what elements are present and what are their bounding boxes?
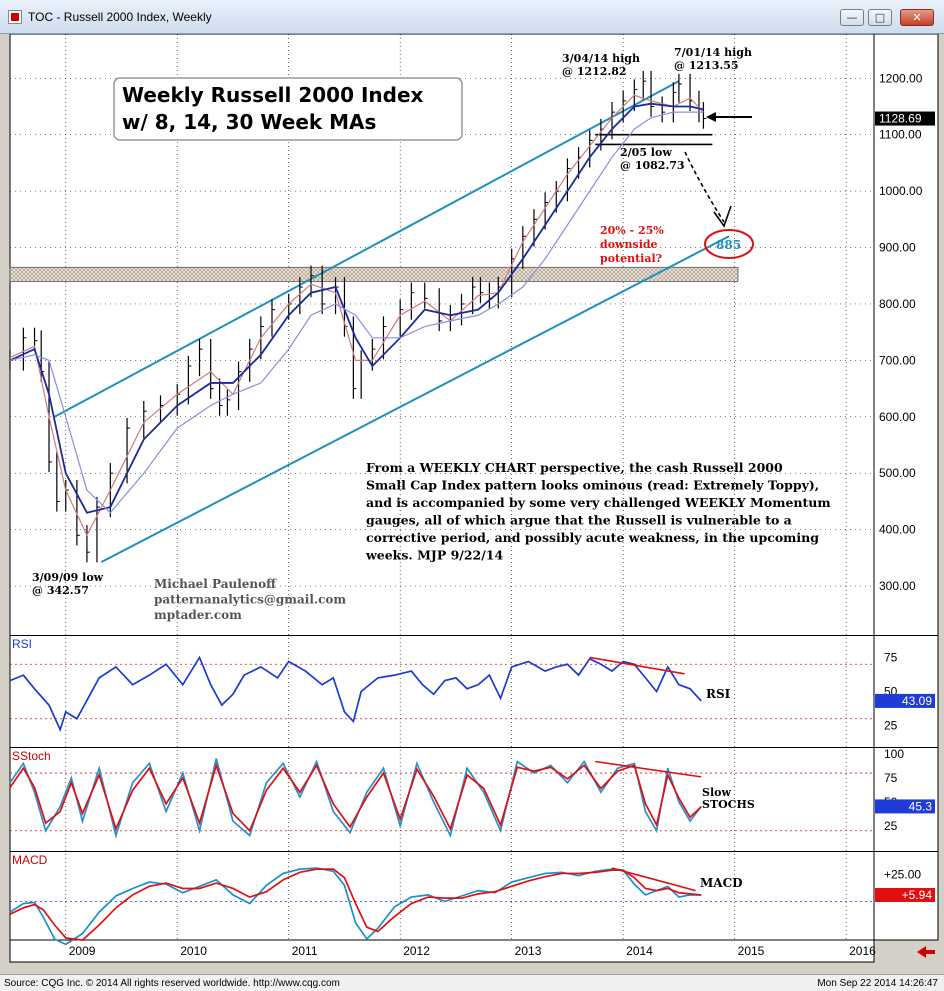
- commentary-line: corrective period, and possibly acute we…: [366, 530, 819, 545]
- scroll-arrow-stem: [926, 950, 935, 954]
- indicator-last-value: 43.09: [902, 694, 932, 708]
- indicator-last-value: +5.94: [902, 888, 933, 902]
- time-axis: [9, 939, 875, 963]
- timestamp: Mon Sep 22 2014 14:26:47: [817, 978, 938, 989]
- indicator-label: SStoch: [12, 749, 51, 763]
- indicator-series-line: [9, 762, 702, 833]
- stoch-side-label-1: Slow: [702, 786, 731, 799]
- divergence-line: [611, 867, 696, 892]
- status-bar: Source: CQG Inc. © 2014 All rights reser…: [0, 974, 944, 991]
- indicator-last-value: 45.3: [909, 799, 933, 813]
- indicator-y-tick: 25: [884, 819, 898, 833]
- annotation-downside-2: downside: [600, 238, 658, 251]
- x-tick-label: 2016: [849, 944, 876, 958]
- price-y-tick: 1200.00: [879, 71, 923, 85]
- price-last-badge: [875, 111, 935, 126]
- indicator-last-badge: [875, 799, 935, 814]
- price-last-value: 1128.69: [879, 112, 922, 126]
- target-value: 885: [716, 238, 741, 252]
- indicator-series-line: [9, 655, 702, 733]
- plot-area: [9, 34, 875, 941]
- indicator-y-tick: 25: [884, 719, 898, 733]
- title-box: [113, 77, 463, 141]
- rsi-side-label: RSI: [706, 687, 731, 701]
- annotation-downside-1: 20% - 25%: [600, 224, 664, 237]
- indicator-y-tick: 75: [884, 650, 898, 664]
- commentary-line: From a WEEKLY CHART perspective, the cas…: [366, 460, 783, 475]
- commentary-line: Small Cap Index pattern looks ominous (r…: [366, 478, 819, 493]
- indicator-last-badge: [875, 693, 935, 708]
- x-tick-label: 2015: [738, 944, 765, 958]
- price-y-tick: 300.00: [879, 579, 916, 593]
- resistance-band: [9, 266, 739, 282]
- indicator-last-badge: [875, 887, 935, 902]
- x-tick-label: 2011: [292, 944, 318, 958]
- divergence-line: [589, 656, 685, 675]
- indicator-y-tick: 100: [884, 747, 904, 761]
- annotation-high-1: 3/04/14 high: [562, 52, 640, 65]
- close-button[interactable]: ✕: [900, 9, 934, 26]
- price-y-tick: 500.00: [879, 466, 916, 480]
- moving-average-line: [9, 94, 704, 537]
- target-circle: [704, 229, 754, 259]
- indicator-y-tick: +25.00: [884, 868, 921, 882]
- stoch-side-label-2: STOCHS: [702, 798, 755, 811]
- price-y-tick: 1100.00: [879, 128, 922, 142]
- price-axis-area: [873, 34, 939, 941]
- chart-subtitle: w/ 8, 14, 30 Week MAs: [122, 110, 376, 134]
- commentary-line: weeks. MJP 9/22/14: [365, 548, 503, 563]
- window-title: TOC - Russell 2000 Index, Weekly: [28, 10, 212, 24]
- author-credit: patternanalytics@gmail.com: [154, 593, 346, 607]
- annotation-low-2009: 3/09/09 low: [32, 571, 104, 584]
- annotation-low-2009-value: @ 342.57: [32, 584, 89, 597]
- price-y-tick: 400.00: [879, 523, 916, 537]
- author-credit: mptader.com: [154, 608, 242, 622]
- annotation-high-1-value: @ 1212.82: [562, 65, 627, 78]
- projection-dashed-arrow: [684, 151, 725, 223]
- channel-upper-line: [54, 80, 680, 418]
- macd-side-label: MACD: [700, 876, 743, 890]
- commentary-line: and is accompanied by some very challeng…: [366, 495, 831, 510]
- maximize-button[interactable]: □: [868, 9, 892, 26]
- indicator-label: RSI: [12, 637, 32, 651]
- annotation-downside-3: potential?: [600, 252, 662, 265]
- divergence-line: [595, 760, 702, 778]
- x-tick-label: 2014: [626, 944, 653, 958]
- indicator-series-line: [9, 868, 702, 941]
- price-y-tick: 900.00: [879, 241, 916, 255]
- annotation-low-2014-value: @ 1082.73: [620, 159, 685, 172]
- author-credit: Michael Paulenoff: [154, 577, 277, 591]
- indicator-label: MACD: [12, 853, 48, 867]
- moving-average-line: [9, 102, 704, 514]
- source-credit: Source: CQG Inc. © 2014 All rights reser…: [4, 978, 340, 989]
- x-tick-label: 2012: [403, 944, 430, 958]
- app-icon: [8, 10, 22, 24]
- x-tick-label: 2013: [515, 944, 542, 958]
- pointer-arrow-icon: [706, 112, 716, 122]
- channel-lower-line: [100, 235, 730, 563]
- price-y-tick: 700.00: [879, 353, 916, 367]
- x-tick-label: 2009: [69, 944, 96, 958]
- commentary-line: gauges, all of which argue that the Russ…: [366, 513, 792, 528]
- indicator-y-tick: 75: [884, 771, 898, 785]
- moving-average-line: [9, 111, 704, 514]
- annotation-high-2: 7/01/14 high: [674, 46, 752, 59]
- price-y-tick: 600.00: [879, 410, 916, 424]
- price-y-tick: 1000.00: [879, 184, 923, 198]
- annotation-low-2014: 2/05 low: [620, 146, 672, 159]
- x-tick-label: 2010: [180, 944, 207, 958]
- annotation-high-2-value: @ 1213.55: [674, 59, 739, 72]
- price-y-tick: 800.00: [879, 297, 916, 311]
- chart-canvas: 2009 2010 2011 2012 2013 2014 2015 2016 1200.00 1…: [0, 34, 944, 974]
- window-titlebar: TOC - Russell 2000 Index, Weekly — □ ✕: [0, 0, 944, 34]
- minimize-button[interactable]: —: [840, 9, 864, 26]
- chart-title: Weekly Russell 2000 Index: [122, 83, 424, 107]
- projection-arrowhead-icon: [713, 205, 732, 228]
- scroll-left-arrow-icon: [917, 946, 926, 958]
